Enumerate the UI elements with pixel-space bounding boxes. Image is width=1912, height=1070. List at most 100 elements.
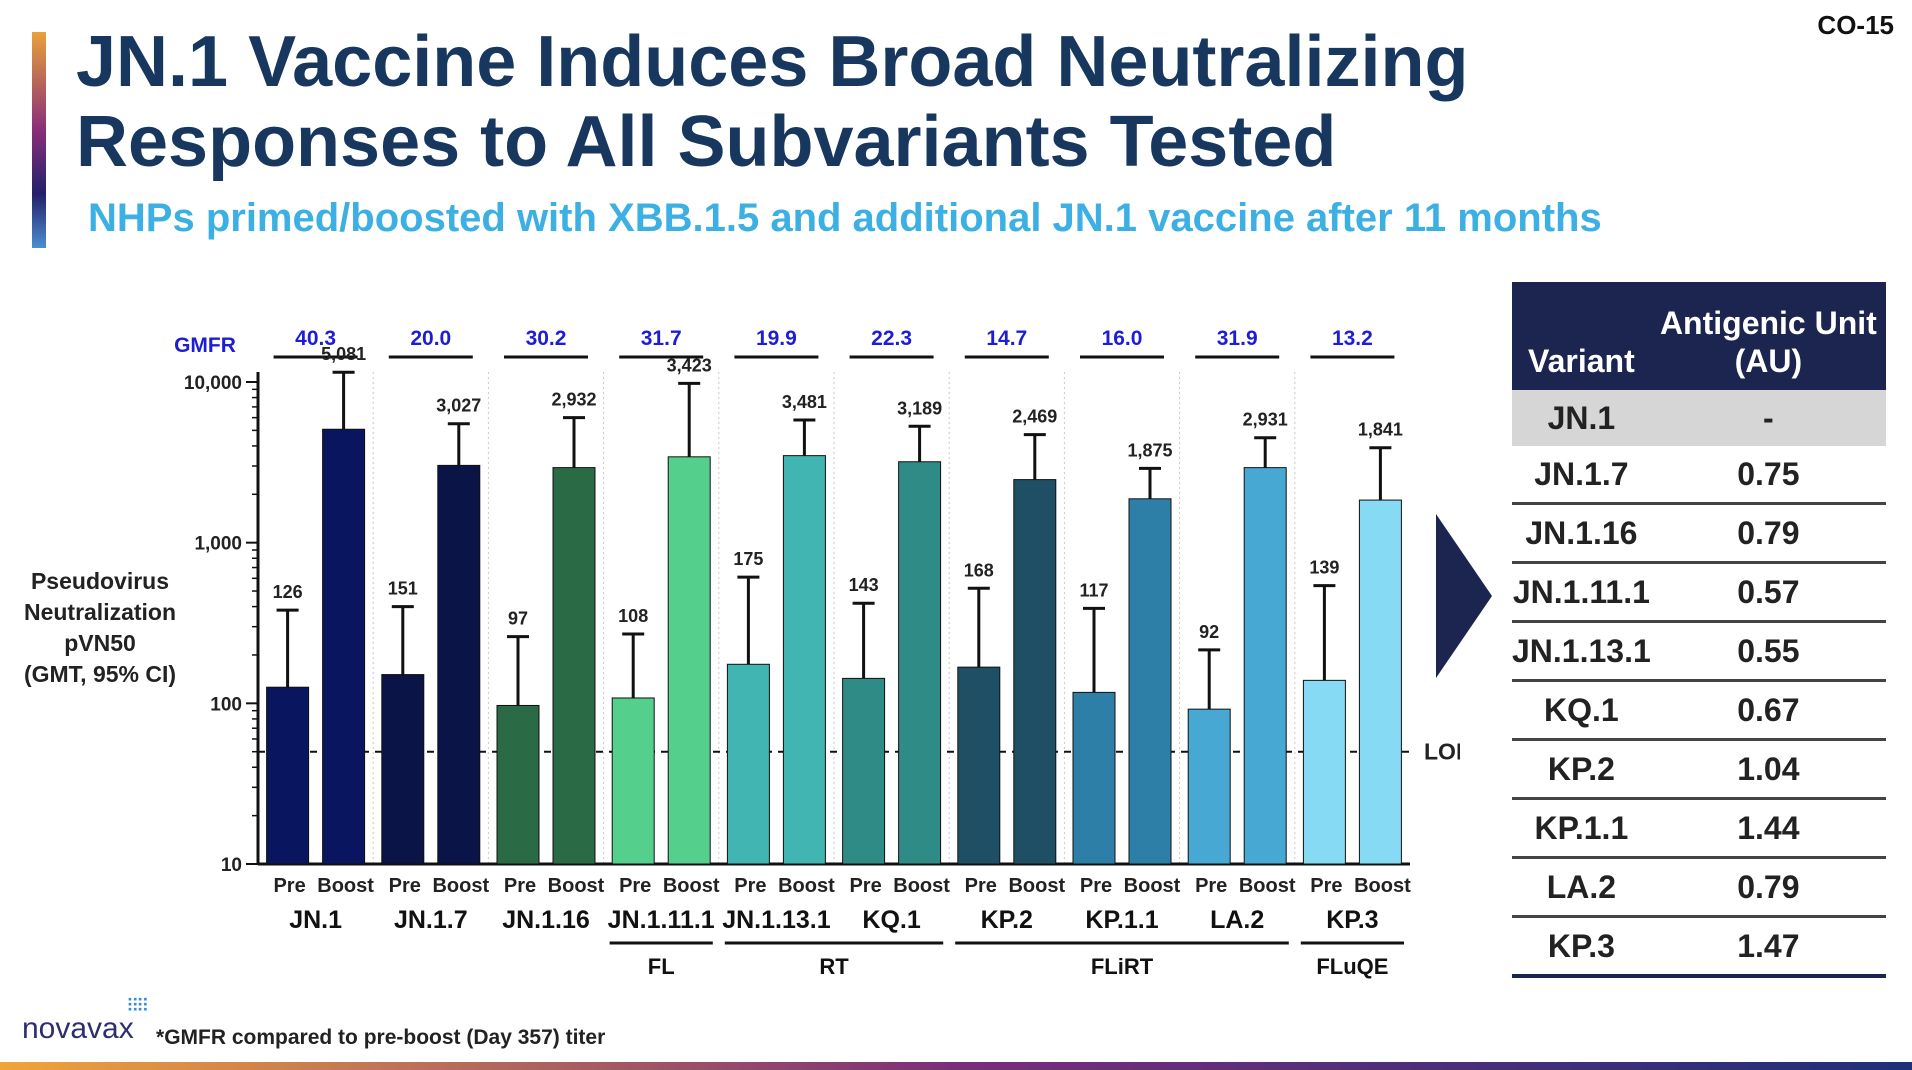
boost-bar [898, 461, 942, 865]
variant-label: KQ.1 [862, 906, 920, 934]
pre-value-label: 139 [1309, 558, 1339, 578]
lod-label: LOD [1424, 739, 1460, 765]
table-row: JN.1.7 0.75 [1512, 446, 1886, 505]
slide-title: JN.1 Vaccine Induces Broad Neutralizing … [76, 22, 1469, 182]
table-cell-variant: JN.1.16 [1512, 503, 1651, 564]
pre-value-label: 126 [273, 582, 303, 602]
boost-bar [1128, 498, 1172, 865]
right-arrow-icon [1436, 514, 1492, 678]
boost-bar [322, 428, 366, 865]
table-cell-au: 0.55 [1650, 621, 1886, 682]
table-cell-variant: JN.1.7 [1512, 446, 1651, 505]
variant-label: KP.1.1 [1085, 906, 1158, 934]
variant-label: LA.2 [1210, 906, 1264, 934]
pre-tick-label: Pre [389, 875, 421, 897]
table-cell-variant: KQ.1 [1512, 680, 1651, 741]
table-row: JN.1- [1512, 390, 1886, 446]
table-cell-au: 1.47 [1650, 916, 1886, 978]
boost-bar [1013, 479, 1057, 865]
pre-bar [726, 663, 770, 865]
y-tick-label: 1,000 [194, 534, 242, 555]
gmfr-value: 31.9 [1217, 327, 1258, 350]
boost-value-label: 1,875 [1127, 440, 1172, 460]
table-cell-au: 0.79 [1650, 503, 1886, 564]
pre-value-label: 97 [508, 609, 528, 629]
pre-tick-label: Pre [504, 875, 536, 897]
lineage-label: FLuQE [1316, 954, 1388, 979]
table-cell-variant: JN.1 [1512, 390, 1651, 446]
pre-bar [381, 674, 425, 865]
lineage-label: FLiRT [1091, 954, 1154, 979]
pre-tick-label: Pre [619, 875, 651, 897]
pre-tick-label: Pre [965, 875, 997, 897]
y-tick-label: 10,000 [184, 373, 242, 394]
boost-value-label: 3,423 [667, 355, 712, 375]
gmfr-value: 16.0 [1102, 327, 1143, 350]
y-tick-label: 100 [210, 694, 242, 715]
boost-tick-label: Boost [1124, 875, 1181, 897]
boost-tick-label: Boost [1008, 875, 1065, 897]
logo-text: novavax [22, 1012, 134, 1045]
boost-value-label: 3,481 [782, 392, 827, 412]
slide-number: CO-15 [1817, 10, 1894, 40]
table-cell-variant: KP.3 [1512, 916, 1651, 978]
pre-value-label: 175 [733, 549, 763, 569]
gmfr-value: 30.2 [526, 327, 567, 350]
lineage-label: FL [648, 954, 675, 979]
pre-value-label: 117 [1079, 580, 1108, 600]
table-row: JN.1.16 0.79 [1512, 503, 1886, 564]
table-cell-variant: JN.1.13.1 [1512, 621, 1651, 682]
gmfr-value: 13.2 [1332, 327, 1373, 350]
boost-value-label: 3,027 [436, 396, 481, 416]
pre-bar [842, 677, 886, 865]
gmfr-value: 22.3 [871, 327, 912, 350]
table-cell-variant: LA.2 [1512, 857, 1651, 918]
pre-value-label: 143 [849, 575, 879, 595]
table-cell-au: 0.57 [1650, 562, 1886, 623]
pre-tick-label: Pre [849, 875, 881, 897]
pre-bar [1072, 691, 1116, 865]
table-row: KP.1.1 1.44 [1512, 798, 1886, 859]
table-cell-au: 1.04 [1650, 739, 1886, 800]
y-axis-label-line: Neutralization [23, 599, 177, 625]
table-row: KP.3 1.47 [1512, 916, 1886, 978]
variant-label: JN.1 [289, 906, 342, 934]
boost-tick-label: Boost [778, 875, 835, 897]
gmfr-value: 20.0 [410, 327, 451, 350]
footnote-text: GMFR compared to pre-boost (Day 357) tit… [164, 1026, 606, 1049]
table-cell-variant: KP.2 [1512, 739, 1651, 800]
table-header-variant: Variant [1512, 282, 1651, 390]
pre-bar [496, 704, 540, 865]
neutralization-bar-chart: 10 100 1,000 10,000 LOD GMFR 40.3 126 5,081 Pre Bo… [174, 327, 1460, 979]
footnote-marker: * [156, 1026, 165, 1049]
pre-bar [1302, 679, 1346, 865]
boost-value-label: 2,932 [551, 390, 596, 410]
y-axis-label: Pseudovirus Neutralization pVN50 (GMT, 9… [6, 566, 194, 690]
y-tick-label: 10 [221, 855, 242, 876]
gmfr-value: 19.9 [756, 327, 797, 350]
table-row: KQ.1 0.67 [1512, 680, 1886, 741]
gmfr-value: 31.7 [641, 327, 682, 350]
pre-tick-label: Pre [273, 875, 305, 897]
gmfr-value: 14.7 [986, 327, 1027, 350]
boost-value-label: 2,931 [1243, 410, 1288, 430]
boost-value-label: 2,469 [1012, 407, 1057, 427]
boost-value-label: 3,189 [897, 398, 942, 418]
table-header-row: Variant Antigenic Unit (AU) [1512, 282, 1886, 390]
footnote: *GMFR compared to pre-boost (Day 357) ti… [156, 1026, 605, 1050]
boost-bar [1358, 499, 1402, 865]
y-axis-label-line: pVN50 [64, 630, 136, 656]
pre-value-label: 108 [618, 606, 648, 626]
slide-subtitle: NHPs primed/boosted with XBB.1.5 and add… [88, 196, 1602, 240]
boost-tick-label: Boost [317, 875, 374, 897]
table-cell-au: 1.44 [1650, 798, 1886, 859]
variant-label: KP.2 [981, 906, 1033, 934]
gmfr-value: 40.3 [295, 327, 336, 350]
boost-bar [437, 464, 481, 865]
boost-bar [667, 456, 711, 865]
pre-value-label: 92 [1199, 622, 1219, 642]
table-cell-au: - [1650, 390, 1886, 446]
table-row: KP.2 1.04 [1512, 739, 1886, 800]
table-cell-au: 0.79 [1650, 857, 1886, 918]
logo-dots-icon: ⠿⠿ [126, 996, 149, 1016]
